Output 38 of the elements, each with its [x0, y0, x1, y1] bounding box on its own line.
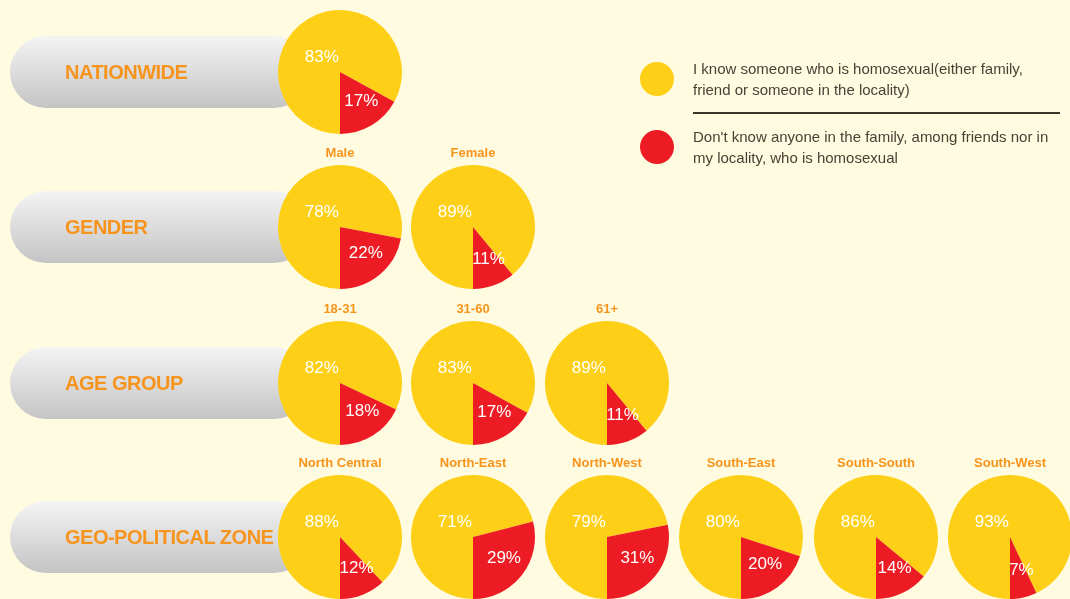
data-label: 18%	[345, 401, 380, 421]
chart-title: South-West	[974, 455, 1047, 470]
text: GEO-POLITICAL ZONE	[65, 526, 274, 548]
chart-title: North Central	[298, 455, 382, 470]
data-label: 88%	[304, 511, 339, 531]
data-label: 83%	[304, 46, 339, 66]
text: GENDER	[65, 216, 148, 238]
chart-title: South-South	[837, 455, 916, 470]
chart-title: Female	[450, 145, 496, 160]
chart-title: North-West	[572, 455, 643, 470]
data-label: 89%	[571, 357, 606, 377]
data-label: 22%	[348, 242, 383, 262]
data-label: 12%	[339, 558, 374, 578]
chart-title: Male	[325, 145, 355, 160]
text: AGE GROUP	[65, 372, 183, 394]
data-label: 80%	[705, 511, 740, 531]
text: NATIONWIDE	[65, 61, 188, 83]
data-label: 78%	[304, 201, 339, 221]
data-label: 79%	[571, 511, 606, 531]
legend-label: I know someone who is homosexual(either family, friend or someone in the locality)	[693, 59, 1024, 100]
data-label: 17%	[477, 402, 512, 422]
chart-title: South-East	[706, 455, 776, 470]
data-label: 83%	[437, 357, 472, 377]
data-label: 86%	[840, 511, 875, 531]
data-label: 71%	[437, 511, 472, 531]
data-label: 14%	[877, 557, 912, 577]
chart-title: 31-60	[456, 301, 490, 316]
data-label: 20%	[748, 554, 783, 574]
data-label: 17%	[344, 91, 379, 111]
legend-label: Don't know anyone in the family, among friends nor in my locality, who is homosexual	[693, 127, 1050, 168]
data-label: 82%	[304, 357, 339, 377]
data-label: 29%	[486, 547, 521, 567]
data-label: 31%	[620, 548, 655, 568]
data-label: 89%	[437, 201, 472, 221]
chart-title: 18-31	[323, 301, 357, 316]
chart-title: 61+	[595, 301, 619, 316]
data-label: 93%	[974, 511, 1009, 531]
chart-title: North-East	[439, 455, 507, 470]
